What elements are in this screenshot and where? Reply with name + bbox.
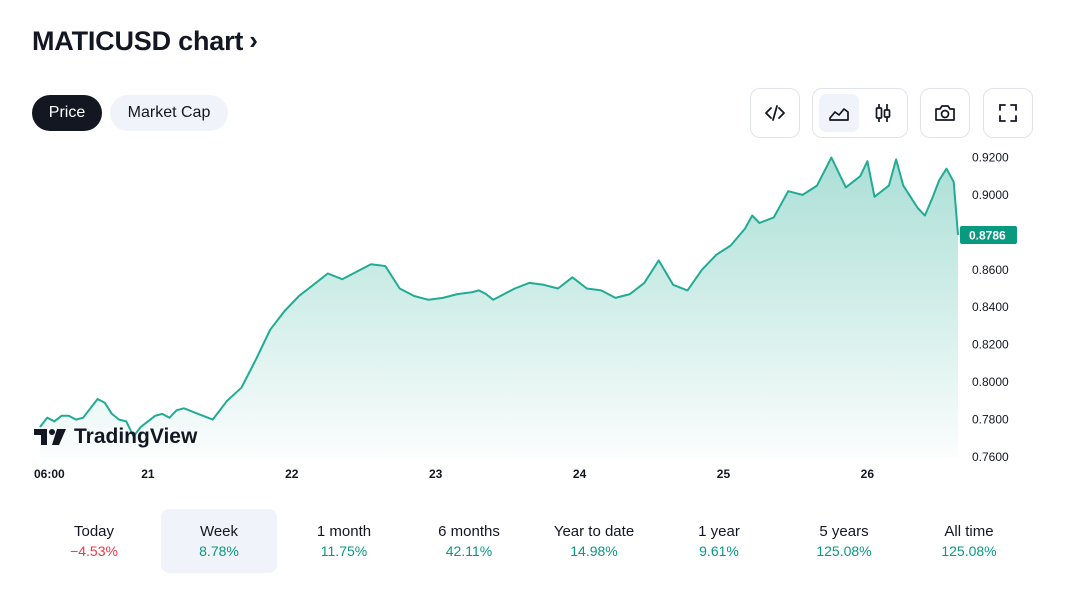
period-change: 125.08%: [941, 543, 997, 559]
candlestick-chart-button[interactable]: [863, 94, 903, 132]
period-year-to-date[interactable]: Year to date 14.98%: [536, 509, 652, 573]
x-tick-label: 22: [285, 467, 299, 481]
chart-title-text: MATICUSD chart: [32, 26, 244, 56]
period-change: −4.53%: [70, 543, 118, 559]
period-label: Week: [199, 523, 239, 540]
code-icon: [765, 105, 785, 121]
fullscreen-icon: [999, 104, 1017, 122]
price-chart[interactable]: 0.92000.90000.88000.86000.84000.82000.80…: [0, 140, 1068, 490]
y-tick-label: 0.8000: [972, 375, 1009, 389]
x-tick-label: 06:00: [34, 467, 65, 481]
period-today[interactable]: Today −4.53%: [36, 509, 152, 573]
period-label: Today: [73, 523, 115, 540]
price-area-fill: [40, 157, 958, 457]
x-tick-label: 26: [861, 467, 875, 481]
tab-price[interactable]: Price: [32, 95, 102, 131]
fullscreen-button[interactable]: [983, 88, 1033, 138]
embed-button[interactable]: [750, 88, 800, 138]
y-tick-label: 0.8600: [972, 263, 1009, 277]
y-tick-label: 0.7600: [972, 450, 1009, 464]
x-tick-label: 23: [429, 467, 443, 481]
y-tick-label: 0.9200: [972, 151, 1009, 165]
period-change: 8.78%: [199, 543, 239, 559]
x-tick-label: 24: [573, 467, 587, 481]
period-5-years[interactable]: 5 years 125.08%: [786, 509, 902, 573]
period-change: 42.11%: [445, 543, 493, 559]
snapshot-button[interactable]: [920, 88, 970, 138]
period-label: 1 month: [316, 523, 372, 540]
period-label: 1 year: [698, 523, 740, 540]
period-1-month[interactable]: 1 month 11.75%: [286, 509, 402, 573]
price-line: [39, 156, 959, 438]
area-chart-button[interactable]: [819, 94, 859, 132]
period-change: 11.75%: [320, 543, 368, 559]
camera-icon: [935, 105, 955, 121]
tradingview-logo-text: TradingView: [74, 425, 198, 448]
period-all-time[interactable]: All time 125.08%: [911, 509, 1027, 573]
x-tick-label: 21: [141, 467, 155, 481]
period-selector: Today −4.53% Week 8.78% 1 month 11.75% 6…: [22, 509, 1042, 573]
period-label: All time: [944, 523, 994, 540]
tab-market-cap[interactable]: Market Cap: [110, 95, 228, 131]
period-change: 14.98%: [570, 543, 618, 559]
chart-style-group: [812, 88, 908, 138]
period-label: 5 years: [819, 523, 869, 540]
tradingview-logo[interactable]: TradingView: [34, 425, 197, 449]
last-value-label: 0.8786: [969, 229, 1006, 243]
area-chart-icon: [829, 108, 849, 121]
y-tick-label: 0.7800: [972, 413, 1009, 427]
period-change: 125.08%: [816, 543, 872, 559]
y-tick-label: 0.9000: [972, 188, 1009, 202]
candlestick-icon: [875, 104, 891, 122]
last-value-badge: [960, 226, 1017, 244]
period-label: Year to date: [553, 523, 635, 540]
tradingview-icon: [34, 429, 66, 445]
x-tick-label: 25: [717, 467, 731, 481]
chart-title[interactable]: MATICUSD chart ›: [32, 25, 258, 57]
period-week[interactable]: Week 8.78%: [161, 509, 277, 573]
period-6-months[interactable]: 6 months 42.11%: [411, 509, 527, 573]
chevron-right-icon: ›: [249, 25, 258, 55]
y-tick-label: 0.8200: [972, 338, 1009, 352]
y-tick-label: 0.8400: [972, 300, 1009, 314]
period-label: 6 months: [438, 523, 500, 540]
period-1-year[interactable]: 1 year 9.61%: [661, 509, 777, 573]
period-change: 9.61%: [699, 543, 739, 559]
